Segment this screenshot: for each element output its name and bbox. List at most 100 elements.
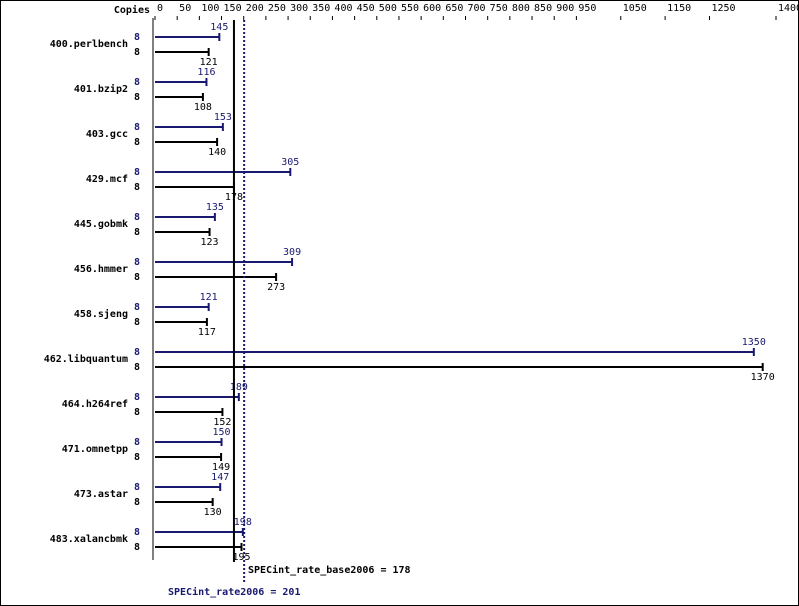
x-tick-label: 1150	[667, 3, 691, 14]
reference-label: SPECint_rate_base2006 = 178	[248, 564, 411, 576]
copies-label: 8	[134, 92, 140, 103]
bar	[155, 171, 291, 173]
copies-label: 8	[134, 272, 140, 283]
category-label: 401.bzip2	[74, 83, 128, 95]
x-tick-label: 650	[445, 3, 463, 14]
copies-label: 8	[134, 122, 140, 133]
value-label: 108	[194, 102, 212, 113]
x-tick-label: 1400	[778, 3, 799, 14]
category-label: 400.perlbench	[50, 39, 128, 50]
bar	[155, 366, 763, 368]
category-label: 403.gcc	[86, 129, 128, 140]
bar	[155, 486, 221, 488]
copies-label: 8	[134, 482, 140, 493]
bar	[155, 546, 242, 548]
value-label: 147	[211, 472, 229, 483]
reference-label-name: SPECint_rate_base2006 =	[248, 564, 386, 576]
bar	[155, 261, 293, 263]
x-tick-label: 550	[401, 3, 419, 14]
bar	[155, 456, 222, 458]
x-tick-label: 0	[157, 3, 163, 14]
bar	[155, 411, 223, 413]
copies-label: 8	[134, 77, 140, 88]
value-label: 189	[230, 382, 248, 393]
x-tick-label: 1250	[711, 3, 735, 14]
reference-label-name: SPECint_rate2006 =	[168, 586, 276, 598]
x-tick-label: 1050	[623, 3, 647, 14]
bar	[155, 351, 754, 353]
category-label: 464.h264ref	[62, 399, 128, 410]
category-label: 458.sjeng	[74, 308, 128, 320]
copies-label: 8	[134, 392, 140, 403]
x-tick-label: 500	[379, 3, 397, 14]
copies-label: 8	[134, 542, 140, 553]
x-tick-label: 800	[512, 3, 530, 14]
x-tick-label: 50	[179, 3, 191, 14]
bar	[155, 36, 220, 38]
bar	[155, 441, 222, 443]
bar	[155, 81, 207, 83]
category-label: 483.xalancbmk	[50, 534, 128, 545]
copies-label: 8	[134, 452, 140, 463]
bar	[155, 501, 213, 503]
value-label: 116	[197, 67, 215, 78]
bar	[155, 141, 218, 143]
value-label: 309	[283, 247, 301, 258]
value-label: 130	[204, 507, 222, 518]
x-tick-label: 850	[534, 3, 552, 14]
value-label: 121	[200, 57, 218, 68]
x-tick-label: 950	[578, 3, 596, 14]
category-label: 456.hmmer	[74, 264, 128, 275]
copies-label: 8	[134, 407, 140, 418]
bar	[155, 396, 239, 398]
category-label: 445.gobmk	[74, 219, 128, 230]
x-tick-label: 300	[290, 3, 308, 14]
value-label: 145	[210, 22, 228, 33]
bar	[155, 231, 210, 233]
copies-label: 8	[134, 497, 140, 508]
category-label: 471.omnetpp	[62, 444, 128, 455]
copies-label: 8	[134, 362, 140, 373]
copies-label: 8	[134, 437, 140, 448]
value-label: 198	[234, 517, 252, 528]
copies-label: 8	[134, 182, 140, 193]
value-label: 273	[267, 282, 285, 293]
value-label: 153	[214, 112, 232, 123]
copies-label: 8	[134, 302, 140, 313]
copies-label: 8	[134, 137, 140, 148]
value-label: 1350	[742, 337, 766, 348]
x-tick-label: 350	[312, 3, 330, 14]
value-label: 149	[212, 462, 230, 473]
value-label: 152	[213, 417, 231, 428]
copies-label: 8	[134, 257, 140, 268]
value-label: 123	[201, 237, 219, 248]
reference-label-value: 201	[282, 587, 300, 598]
copies-label: 8	[134, 227, 140, 238]
value-label: 1370	[751, 372, 775, 383]
value-label: 150	[213, 427, 231, 438]
x-tick-label: 700	[468, 3, 486, 14]
bar	[155, 96, 203, 98]
value-label: 195	[232, 552, 250, 563]
x-tick-label: 750	[490, 3, 508, 14]
copies-label: 8	[134, 32, 140, 43]
value-label: 305	[281, 157, 299, 168]
copies-label: 8	[134, 167, 140, 178]
category-label: 473.astar	[74, 489, 128, 500]
bar	[155, 531, 243, 533]
copies-label: 8	[134, 527, 140, 538]
x-tick-label: 400	[334, 3, 352, 14]
bar	[155, 51, 209, 53]
x-tick-label: 450	[357, 3, 375, 14]
bar	[155, 186, 234, 188]
reference-label: SPECint_rate2006 = 201	[168, 586, 300, 598]
value-label: 135	[206, 202, 224, 213]
x-tick-label: 100	[201, 3, 219, 14]
value-label: 117	[198, 327, 216, 338]
category-label: 462.libquantum	[44, 353, 128, 365]
x-tick-label: 900	[556, 3, 574, 14]
bar	[155, 306, 209, 308]
